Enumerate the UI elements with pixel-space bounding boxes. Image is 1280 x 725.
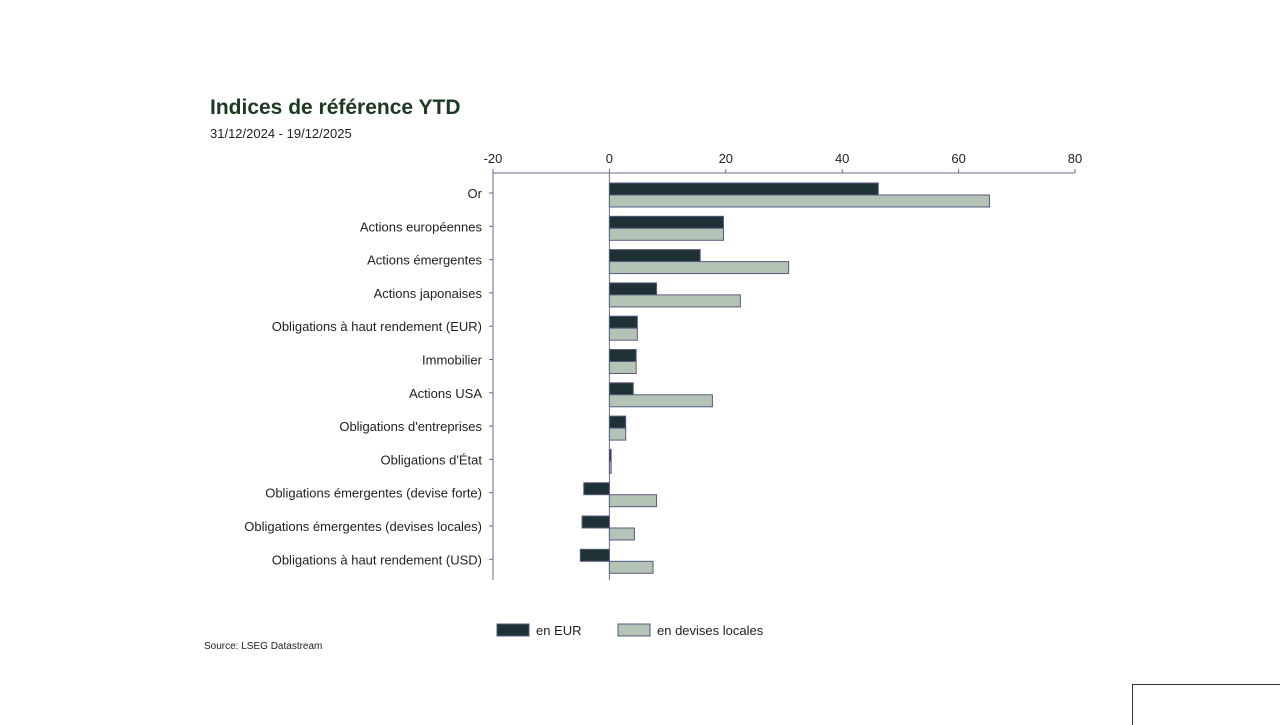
bar-local — [608, 527, 635, 541]
bar-eur — [608, 349, 637, 362]
category-label: Obligations d'entreprises — [339, 419, 482, 434]
category-label: Actions japonaises — [374, 286, 483, 301]
x-tick-label: 60 — [951, 151, 965, 166]
bar-eur — [581, 515, 610, 529]
category-label: Obligations à haut rendement (USD) — [272, 552, 482, 567]
bar-local — [608, 327, 638, 341]
category-label: Obligations émergentes (devise forte) — [265, 486, 482, 501]
chart-source: Source: LSEG Datastream — [204, 641, 323, 652]
bar-local — [608, 460, 612, 474]
category-label: Actions émergentes — [367, 253, 482, 268]
bar-local — [608, 560, 654, 574]
legend-label: en EUR — [536, 623, 582, 638]
bar-local — [608, 494, 658, 508]
x-tick-label: 20 — [719, 151, 733, 166]
bar-eur — [608, 382, 634, 396]
chart-subtitle: 31/12/2024 - 19/12/2025 — [210, 126, 352, 141]
bar-eur — [608, 282, 658, 296]
bar-eur — [608, 215, 724, 229]
corner-frame — [1132, 684, 1280, 725]
category-label: Obligations émergentes (devises locales) — [244, 519, 482, 534]
category-label: Immobilier — [422, 353, 483, 368]
bar-local — [608, 394, 713, 408]
bar-eur — [579, 548, 610, 562]
legend-swatch — [496, 623, 530, 637]
category-label: Obligations d'État — [381, 452, 483, 467]
x-tick-label: 80 — [1068, 151, 1082, 166]
bar-eur — [608, 182, 879, 196]
bar-eur — [608, 249, 701, 263]
category-label: Or — [468, 186, 483, 201]
bar-eur — [583, 482, 610, 496]
bar-local — [608, 427, 627, 441]
legend-label: en devises locales — [657, 623, 764, 638]
x-tick-label: 0 — [606, 151, 613, 166]
bar-local — [608, 361, 637, 374]
category-label: Actions européennes — [360, 219, 483, 234]
bar-local — [608, 261, 790, 275]
category-label: Actions USA — [409, 386, 482, 401]
bar-eur — [608, 315, 638, 329]
bar-local — [608, 227, 724, 241]
category-label: Obligations à haut rendement (EUR) — [272, 319, 482, 334]
chart-title: Indices de référence YTD — [210, 96, 461, 119]
bar-eur — [608, 448, 612, 462]
x-tick-label: -20 — [484, 151, 503, 166]
x-tick-label: 40 — [835, 151, 849, 166]
bar-local — [608, 194, 990, 208]
bar-eur — [608, 415, 627, 429]
legend-swatch — [617, 623, 651, 637]
bar-local — [608, 294, 741, 308]
